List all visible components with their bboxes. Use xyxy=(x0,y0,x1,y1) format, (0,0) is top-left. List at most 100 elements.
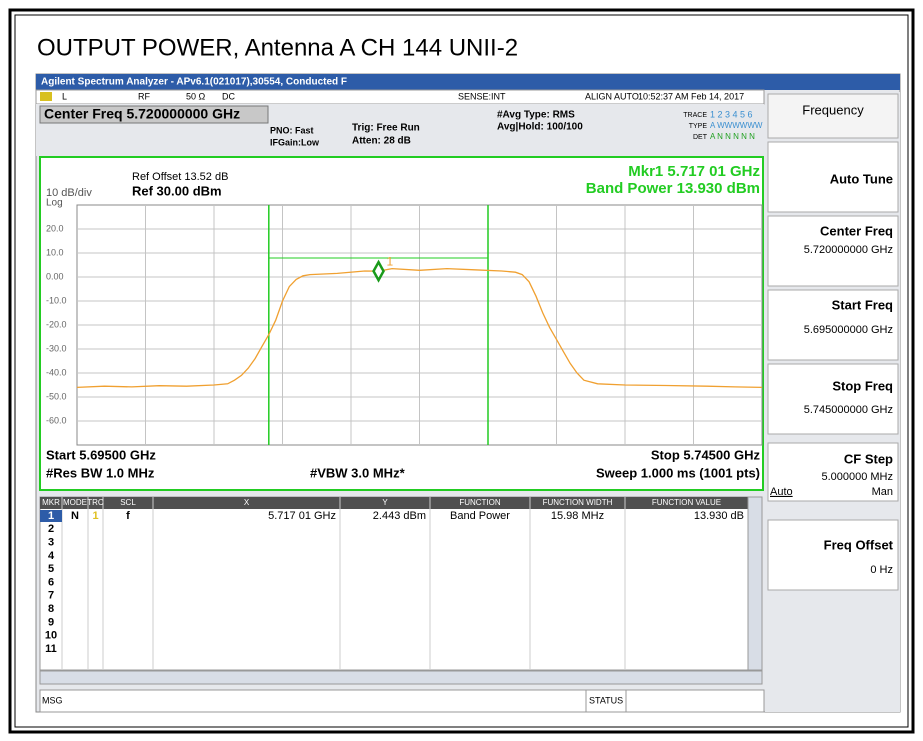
y-tick-label: -10.0 xyxy=(46,295,67,305)
trace-value: 1 2 3 4 5 6 xyxy=(710,109,753,119)
type-label: TYPE xyxy=(689,123,708,130)
column-header: TRC xyxy=(87,498,104,507)
header-avg-type: #Avg Type: RMS xyxy=(497,110,575,121)
y-tick-label: -60.0 xyxy=(46,415,67,425)
y-tick-label: -30.0 xyxy=(46,343,67,353)
table-cell: 10 xyxy=(45,630,57,642)
column-header: FUNCTION VALUE xyxy=(652,498,721,507)
ref-offset: Ref Offset 13.52 dB xyxy=(132,171,228,183)
header-atten: Atten: 28 dB xyxy=(352,136,411,147)
outer-frame xyxy=(8,8,915,734)
header-pno: PNO: Fast xyxy=(270,125,314,135)
status-box xyxy=(585,689,627,713)
column-header: FUNCTION xyxy=(459,498,501,507)
status-coupling: DC xyxy=(222,91,235,101)
h-scrollbar xyxy=(39,670,763,685)
softkey-value: 0 Hz xyxy=(870,564,893,576)
softkey-label: Stop Freq xyxy=(832,378,893,393)
marker-table: MKR MODE TRC SCL X Y FUNCTION FUNCTION WIDTH FUN… xyxy=(39,496,763,671)
table-cell: 2.443 dBm xyxy=(373,510,426,522)
status-input: L xyxy=(62,91,67,101)
softkey-label: Auto Tune xyxy=(830,171,893,186)
softkey-label: Freq Offset xyxy=(824,537,894,552)
menu-title: Frequency xyxy=(802,102,864,117)
column-header: MKR xyxy=(42,498,60,507)
column-header: FUNCTION WIDTH xyxy=(543,498,613,507)
softkey-value: 5.000000 MHz xyxy=(821,471,893,483)
table-cell: Band Power xyxy=(450,510,510,522)
softkey-label: Start Freq xyxy=(832,297,893,312)
softkey-option: Auto xyxy=(770,486,793,498)
column-header: Y xyxy=(382,498,388,507)
table-body xyxy=(39,496,763,671)
softkey[interactable] xyxy=(767,215,899,287)
table-cell: 5.717 01 GHz xyxy=(268,510,336,522)
status-rf: RF xyxy=(138,91,150,101)
rbw: #Res BW 1.0 MHz xyxy=(46,465,155,480)
table-cell: 13.930 dB xyxy=(694,510,744,522)
softkey[interactable] xyxy=(767,363,899,435)
table-cell: 6 xyxy=(48,576,54,588)
inner-frame xyxy=(14,14,909,728)
type-value: A WWWWWW xyxy=(710,121,763,130)
softkey-label: CF Step xyxy=(844,451,893,466)
softkey[interactable] xyxy=(767,442,899,502)
center-freq-box xyxy=(39,105,269,124)
softkey-value: 5.745000000 GHz xyxy=(804,404,893,416)
selected-row xyxy=(40,510,62,522)
scale-type: Log xyxy=(46,198,63,209)
header-ifgain: IFGain:Low xyxy=(270,137,320,147)
table-cell: f xyxy=(126,510,130,522)
start-freq: Start 5.69500 GHz xyxy=(46,447,156,462)
softkey-option: Man xyxy=(872,486,893,498)
table-cell: 4 xyxy=(48,550,55,562)
det-label: DET xyxy=(693,134,708,141)
status-datetime: 10:52:37 AM Feb 14, 2017 xyxy=(638,91,744,101)
window-title: Agilent Spectrum Analyzer - APv6.1(02101… xyxy=(41,77,347,88)
softkey[interactable] xyxy=(767,141,899,213)
y-tick-label: 0.00 xyxy=(46,271,64,281)
table-cell: 1 xyxy=(92,510,98,522)
y-tick-label: -20.0 xyxy=(46,319,67,329)
title-bar xyxy=(36,74,900,90)
softkey-value: 5.695000000 GHz xyxy=(804,324,893,336)
msg: MSG xyxy=(42,695,63,705)
table-cell: 5 xyxy=(48,563,54,575)
softkey-label: Center Freq xyxy=(820,223,893,238)
table-cell: 3 xyxy=(48,537,54,549)
header-center-freq: Center Freq 5.720000000 GHz xyxy=(44,106,240,122)
status-impedance: 50 Ω xyxy=(186,91,206,101)
input-icon xyxy=(40,92,52,101)
marker-label: 1 xyxy=(387,254,394,268)
page-title: OUTPUT POWER, Antenna A CH 144 UNII-2 xyxy=(37,34,518,61)
plot-area: 20.0 10.0 0.00 -10.0 -20.0 -30.0 -40.0 -50.0 -60… xyxy=(46,204,763,446)
header-avg-hold: Avg|Hold: 100/100 xyxy=(497,122,583,133)
table-cell: 1 xyxy=(48,510,54,522)
table-cell: 2 xyxy=(48,523,54,535)
trace-label: TRACE xyxy=(683,112,707,119)
header-trig: Trig: Free Run xyxy=(352,123,420,134)
scale: 10 dB/div xyxy=(46,187,92,199)
table-header-bg xyxy=(40,497,748,509)
table-cell: 9 xyxy=(48,616,54,628)
y-tick-label: 20.0 xyxy=(46,223,64,233)
sweep: Sweep 1.000 ms (1001 pts) xyxy=(596,465,760,480)
column-header: X xyxy=(244,498,250,507)
stop-freq: Stop 5.74500 GHz xyxy=(651,447,761,462)
softkey-value: 5.720000000 GHz xyxy=(804,244,893,256)
marker-readout: Mkr1 5.717 01 GHz xyxy=(628,163,760,180)
v-scrollbar xyxy=(747,496,763,671)
table-cell: N xyxy=(71,510,79,522)
ref-level: Ref 30.00 dBm xyxy=(132,183,222,198)
vbw: #VBW 3.0 MHz* xyxy=(310,465,406,480)
table-cell: 8 xyxy=(48,603,54,615)
trace xyxy=(76,267,763,389)
status-align: ALIGN AUTO xyxy=(585,91,639,101)
softkey[interactable] xyxy=(767,519,899,591)
status-sense: SENSE:INT xyxy=(458,91,506,101)
softkey[interactable] xyxy=(767,289,899,361)
table-cell: 7 xyxy=(48,590,54,602)
y-tick-label: 10.0 xyxy=(46,247,64,257)
column-header: MODE xyxy=(63,498,87,507)
